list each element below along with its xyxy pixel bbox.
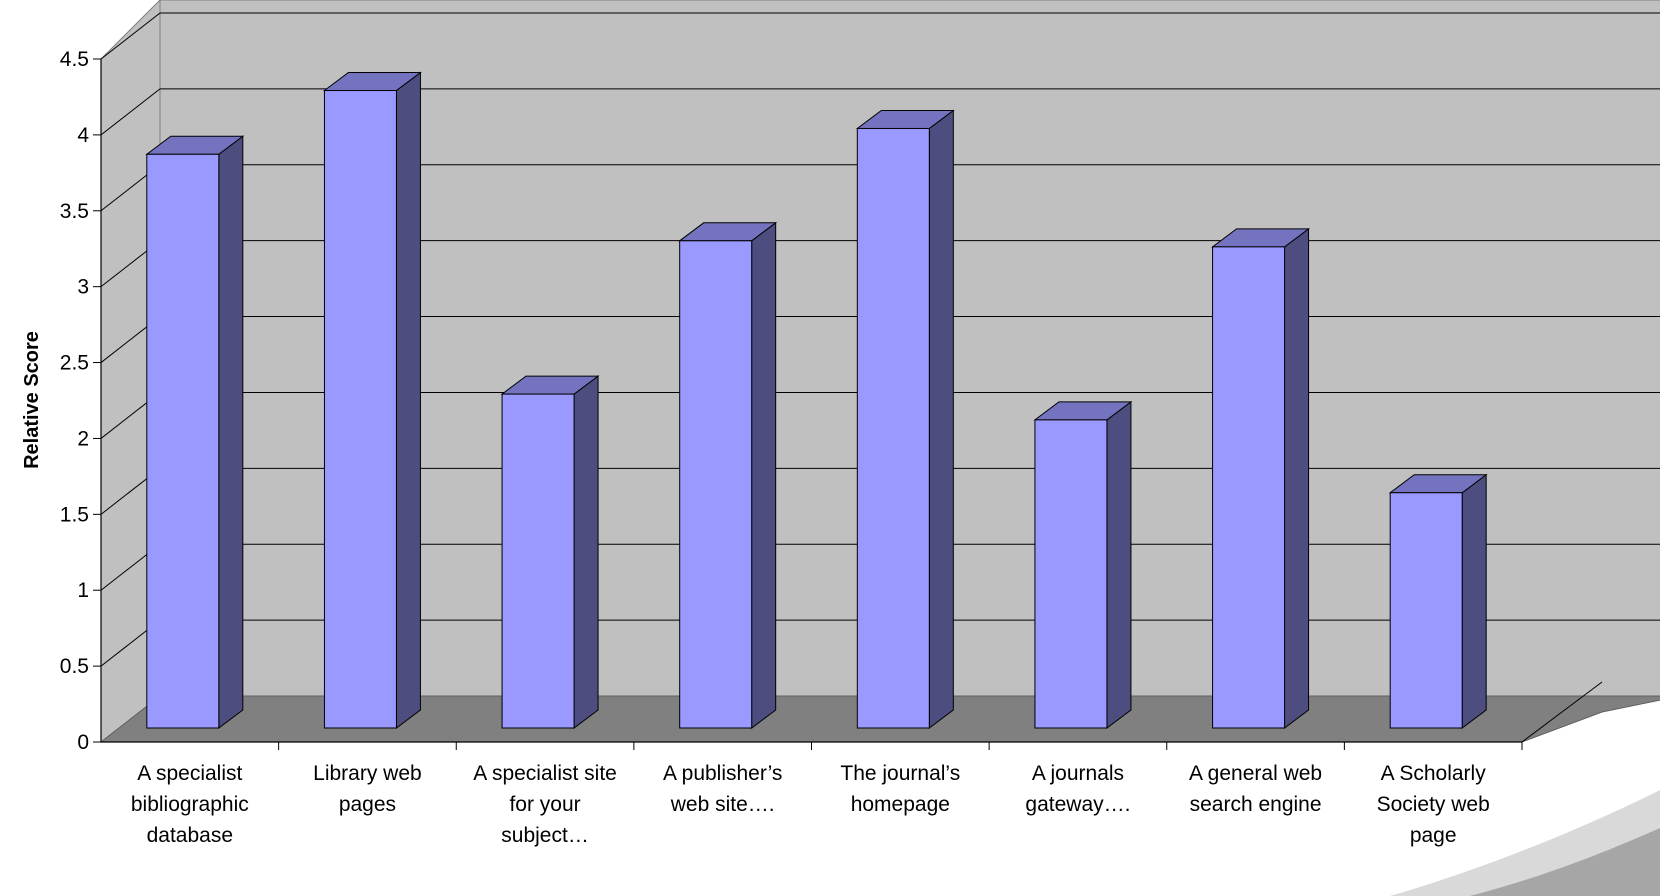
y-tick-label: 0 — [77, 731, 89, 754]
bar-front — [1034, 419, 1108, 729]
bar-side — [218, 135, 244, 729]
x-tick-label: A specialist — [137, 762, 242, 785]
y-axis-title: Relative Score — [21, 331, 43, 469]
x-tick-label: web site…. — [670, 793, 775, 816]
y-tick-label: 4.5 — [60, 48, 89, 71]
bar-front — [501, 393, 575, 729]
x-tick-labels: A specialist bibliographic database Library… — [131, 762, 1490, 847]
bar-front — [146, 153, 220, 729]
bar-side — [573, 375, 599, 729]
bar — [322, 71, 422, 729]
x-tick-label: homepage — [851, 793, 950, 816]
x-tick-label: search engine — [1190, 793, 1322, 816]
gridline-side — [100, 12, 161, 60]
x-axis-depth-line — [1521, 681, 1603, 743]
x-tick-label: A Scholarly — [1381, 762, 1487, 785]
bar-side — [1284, 227, 1310, 729]
x-tick-label: database — [147, 824, 233, 847]
x-tick-label: bibliographic — [131, 793, 249, 816]
x-tick-label: A publisher’s — [663, 762, 782, 785]
x-tick-label: for your — [509, 793, 580, 816]
x-tick-label: Society web — [1377, 793, 1490, 816]
bar — [1388, 473, 1488, 729]
bar-front — [323, 90, 397, 729]
y-tick-label: 2 — [77, 427, 89, 450]
x-tick-label: page — [1410, 824, 1457, 847]
y-tick-label: 0.5 — [60, 655, 89, 678]
x-tick-label: The journal’s — [840, 762, 960, 785]
y-tick-labels: 0 0.5 1 1.5 2 2.5 3 3.5 4 4.5 — [60, 48, 90, 754]
x-tick-label: Library web — [313, 762, 422, 785]
x-tick-label: A general web — [1189, 762, 1322, 785]
bars — [145, 71, 1488, 729]
y-tick-label: 1 — [77, 579, 89, 602]
bar-front — [1212, 246, 1286, 729]
bar — [1211, 227, 1311, 729]
x-tick-label: A specialist site — [473, 762, 617, 785]
y-tick-label: 2.5 — [60, 352, 89, 375]
bar-front — [679, 240, 753, 729]
bar-side — [928, 109, 954, 729]
bar — [145, 135, 245, 729]
bar-side — [1461, 473, 1487, 729]
bar-side — [751, 221, 777, 729]
y-tick-label: 1.5 — [60, 503, 89, 526]
bar — [1033, 400, 1133, 729]
x-tick-label: pages — [339, 793, 396, 816]
y-tick-label: 3 — [77, 276, 89, 299]
x-tick-label: A journals — [1032, 762, 1124, 785]
swoosh-dark — [1470, 828, 1660, 896]
bar — [855, 109, 955, 729]
bar-side — [1106, 400, 1132, 729]
bar-side — [395, 71, 421, 729]
bar-front — [1389, 492, 1463, 729]
decorative-swoosh — [1390, 790, 1660, 896]
axes — [93, 58, 1603, 750]
bar — [500, 375, 600, 729]
y-tick-label: 4 — [77, 124, 89, 147]
x-tick-label: gateway…. — [1025, 793, 1130, 816]
bar — [678, 221, 778, 729]
y-tick-label: 3.5 — [60, 200, 89, 223]
gridline-side — [100, 88, 161, 136]
x-tick-label: subject… — [501, 824, 589, 847]
bar-front — [856, 127, 930, 729]
